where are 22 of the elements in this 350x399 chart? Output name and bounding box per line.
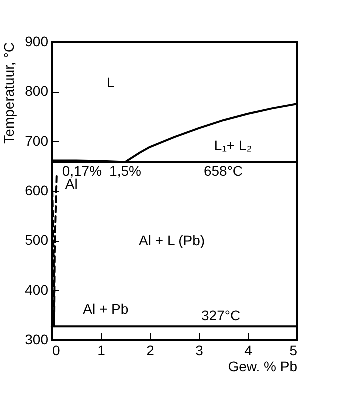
annotation: Al + L (Pb) (139, 232, 206, 249)
y-tick-label: 900 (25, 34, 49, 50)
y-tick-label: 800 (25, 83, 49, 100)
annotation: 327°C (202, 308, 241, 324)
y-tick-label: 500 (25, 232, 49, 248)
annotation: 658°C (204, 163, 244, 180)
annotation: 1,5% (110, 163, 142, 180)
x-tick-label: 4 (244, 342, 253, 358)
x-tick-label: 0 (52, 342, 60, 358)
x-tick-label: 5 (290, 342, 298, 358)
annotation: Al + Pb (83, 301, 129, 318)
annotation: L₁+ L₂ (214, 137, 252, 154)
x-tick-label: 2 (146, 342, 155, 358)
annotation: L (106, 74, 115, 91)
y-tick-label: 600 (25, 182, 49, 198)
y-tick-label: 700 (25, 132, 49, 149)
x-tick-label: 3 (196, 342, 204, 358)
y-tick-label: 300 (25, 332, 49, 348)
y-tick-label: 400 (25, 282, 49, 298)
x-axis-title: Gew. % Pb (228, 358, 298, 374)
x-tick-label: 1 (98, 342, 106, 358)
y-axis-title: Temperatuur, °C (1, 42, 18, 144)
